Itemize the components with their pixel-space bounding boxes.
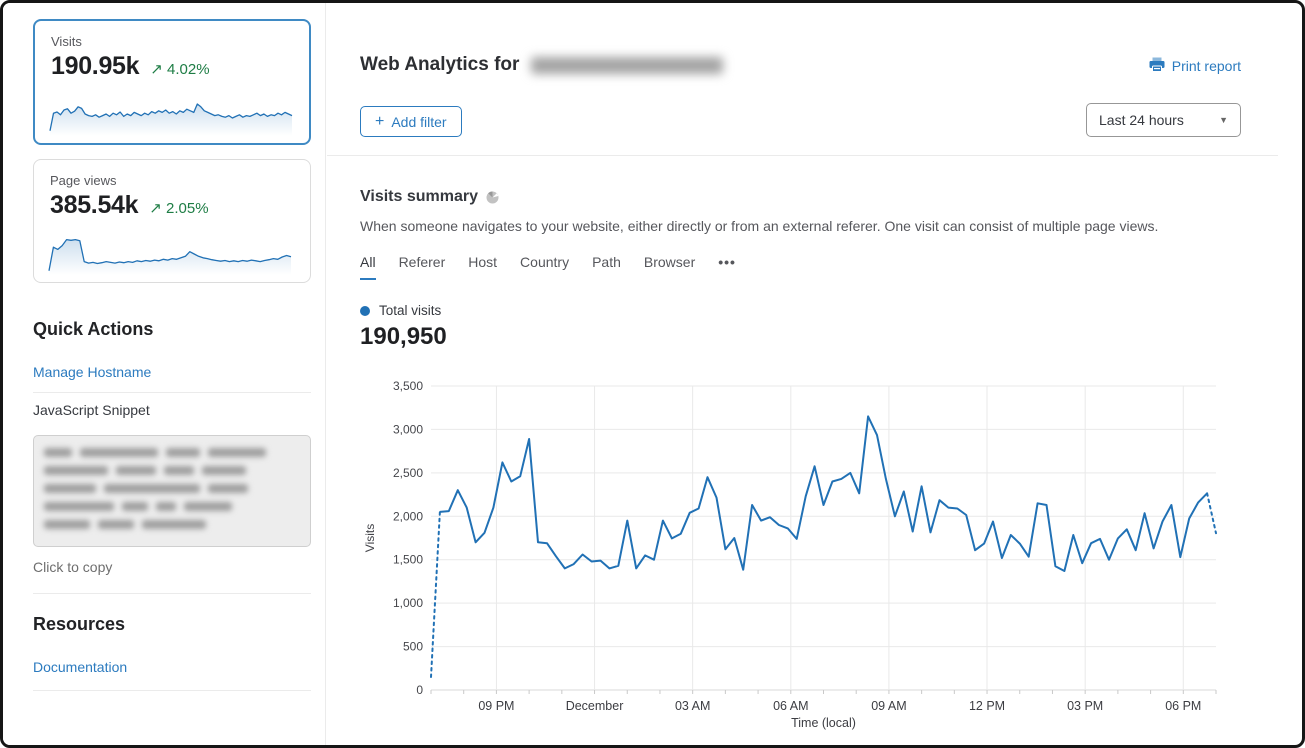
- stat-card-value: 190.95k: [51, 52, 140, 80]
- legend-label: Total visits: [379, 303, 442, 318]
- dimension-tabs: All Referer Host Country Path Browser ••…: [360, 254, 736, 280]
- print-report-label: Print report: [1171, 58, 1241, 74]
- x-tick-label: 06 AM: [773, 699, 808, 713]
- redacted-code-line: [44, 466, 300, 475]
- redacted-code-line: [44, 484, 300, 493]
- stat-card-delta-value: 2.05%: [166, 200, 209, 217]
- stat-card-delta: ↗ 4.02%: [150, 60, 209, 78]
- tab-host[interactable]: Host: [468, 254, 498, 270]
- add-filter-label: Add filter: [391, 113, 447, 130]
- help-icon[interactable]: [486, 190, 499, 204]
- y-tick-label: 3,500: [393, 379, 423, 393]
- x-axis-title: Time (local): [791, 716, 856, 730]
- print-report-button[interactable]: Print report: [1149, 57, 1241, 75]
- y-tick-label: 500: [403, 640, 423, 654]
- printer-icon: [1149, 57, 1165, 75]
- time-range-value: Last 24 hours: [1099, 112, 1184, 128]
- redacted-code-line: [44, 448, 300, 457]
- trend-up-icon: ↗: [150, 61, 163, 78]
- x-tick-label: 09 PM: [478, 699, 514, 713]
- tab-path[interactable]: Path: [592, 254, 621, 270]
- x-tick-label: December: [566, 699, 624, 713]
- redacted-code-line: [44, 520, 300, 529]
- visits-line-chart: 0 500 1,000 1,500 2,000 2,500 3,000 3,500 09 PM D…: [360, 369, 1252, 736]
- y-tick-label: 3,000: [393, 422, 423, 436]
- javascript-snippet-label: JavaScript Snippet: [33, 402, 150, 418]
- documentation-link[interactable]: Documentation: [33, 659, 128, 675]
- x-tick-label: 12 PM: [969, 699, 1005, 713]
- plus-icon: +: [375, 112, 385, 130]
- divider: [33, 690, 311, 691]
- page-views-sparkline-chart: [48, 238, 292, 275]
- trend-up-icon: ↗: [149, 200, 162, 217]
- tab-browser[interactable]: Browser: [643, 254, 696, 270]
- x-tick-label: 06 PM: [1165, 699, 1201, 713]
- y-tick-label: 1,500: [393, 553, 423, 567]
- y-tick-label: 2,500: [393, 466, 423, 480]
- chevron-down-icon: ▼: [1219, 115, 1228, 125]
- tab-country[interactable]: Country: [520, 254, 570, 270]
- y-tick-label: 2,000: [393, 509, 423, 523]
- visits-summary-description: When someone navigates to your website, …: [360, 218, 1159, 234]
- y-tick-label: 1,000: [393, 596, 423, 610]
- stat-card-value: 385.54k: [50, 191, 139, 219]
- divider: [33, 392, 311, 393]
- visits-summary-title-text: Visits summary: [360, 188, 478, 205]
- x-tick-label: 09 AM: [871, 699, 906, 713]
- stat-card-page-views[interactable]: Page views 385.54k ↗ 2.05%: [33, 159, 311, 283]
- x-tick-label: 03 AM: [675, 699, 710, 713]
- quick-actions-heading: Quick Actions: [33, 319, 154, 339]
- total-visits-value: 190,950: [360, 323, 447, 350]
- chart-legend: Total visits: [360, 303, 441, 318]
- stat-card-delta: ↗ 2.05%: [149, 199, 208, 217]
- divider: [327, 155, 1278, 156]
- manage-hostname-link[interactable]: Manage Hostname: [33, 364, 152, 380]
- main-content: Web Analytics for Print report + Add fil…: [327, 3, 1302, 745]
- stat-card-label: Page views: [50, 173, 117, 188]
- stat-card-visits[interactable]: Visits 190.95k ↗ 4.02%: [33, 19, 311, 145]
- time-range-dropdown[interactable]: Last 24 hours ▼: [1086, 103, 1241, 137]
- y-axis-title: Visits: [363, 524, 377, 552]
- divider: [33, 593, 311, 594]
- sidebar: Visits 190.95k ↗ 4.02% Page views 385.54…: [3, 3, 326, 745]
- legend-dot-icon: [360, 305, 370, 316]
- click-to-copy-hint: Click to copy: [33, 559, 113, 575]
- tab-more-icon[interactable]: •••: [718, 254, 736, 270]
- visits-summary-heading: Visits summary: [360, 188, 499, 206]
- redacted-code-line: [44, 502, 300, 511]
- resources-heading: Resources: [33, 614, 126, 634]
- stat-card-delta-value: 4.02%: [167, 61, 210, 78]
- add-filter-button[interactable]: + Add filter: [360, 106, 462, 137]
- tab-all[interactable]: All: [360, 254, 376, 280]
- redacted-domain: [531, 56, 724, 74]
- x-tick-label: 03 PM: [1067, 699, 1103, 713]
- tab-referer[interactable]: Referer: [398, 254, 446, 270]
- visits-sparkline-chart: [49, 103, 293, 136]
- y-tick-label: 0: [416, 683, 423, 697]
- javascript-snippet-copy-box[interactable]: [33, 435, 311, 547]
- page-title-text: Web Analytics for: [360, 54, 520, 75]
- page-title: Web Analytics for: [360, 54, 724, 76]
- stat-card-label: Visits: [51, 34, 82, 49]
